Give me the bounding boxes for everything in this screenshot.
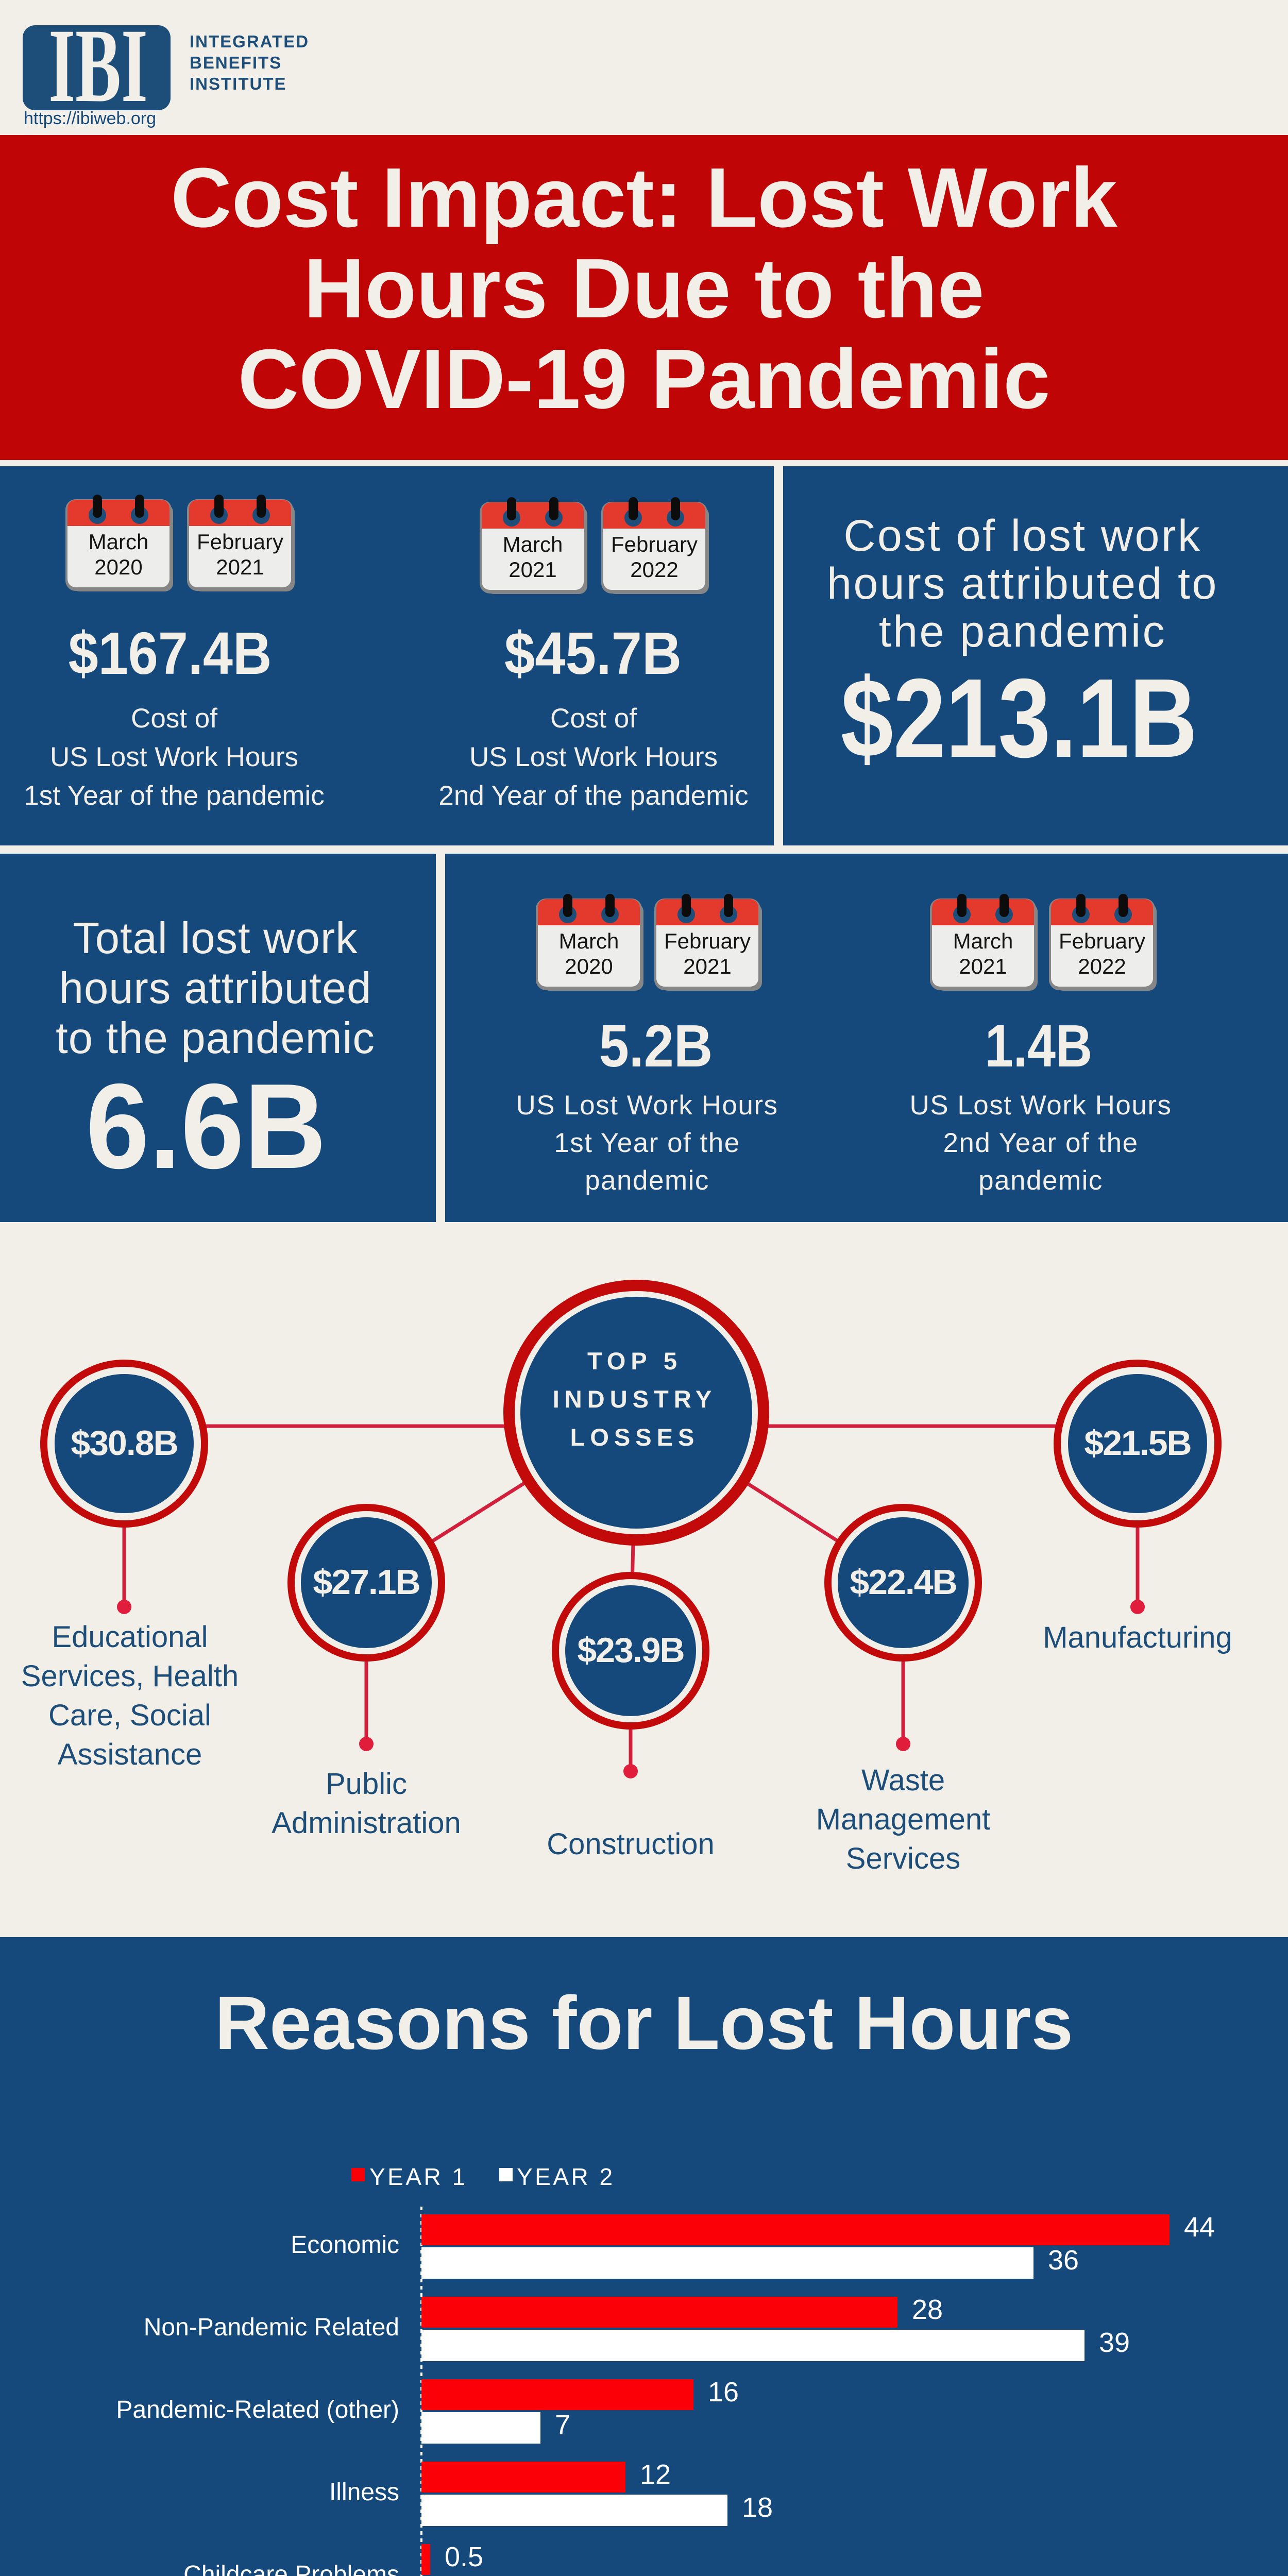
svg-text:LOSSES: LOSSES xyxy=(570,1423,700,1451)
svg-text:$27.1B: $27.1B xyxy=(313,1563,419,1602)
svg-text:INDUSTRY: INDUSTRY xyxy=(553,1385,717,1413)
svg-text:$22.4B: $22.4B xyxy=(850,1563,956,1602)
svg-text:$30.8B: $30.8B xyxy=(71,1423,177,1463)
svg-text:$21.5B: $21.5B xyxy=(1084,1423,1191,1463)
svg-text:$23.9B: $23.9B xyxy=(577,1631,684,1670)
svg-text:TOP 5: TOP 5 xyxy=(587,1347,682,1375)
